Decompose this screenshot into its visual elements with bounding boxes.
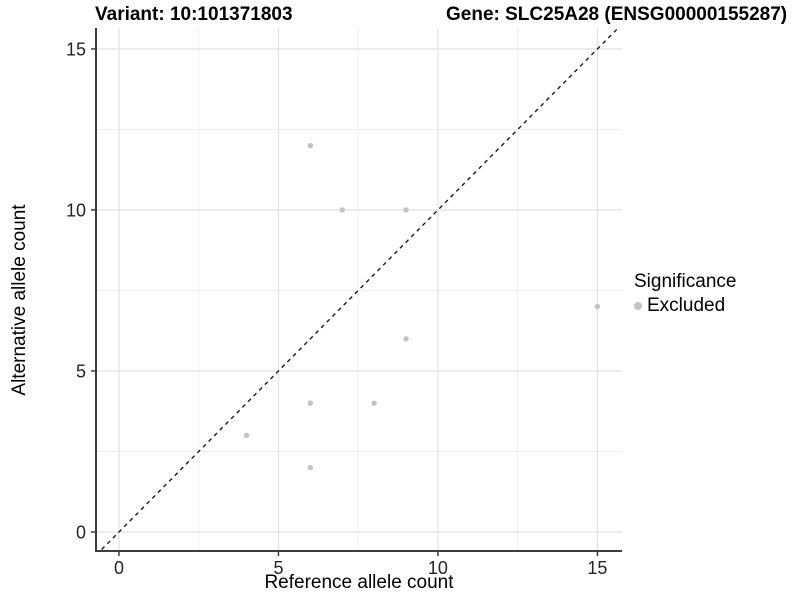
- variant-title: Variant: 10:101371803: [95, 4, 293, 25]
- x-tick-label: 10: [428, 558, 448, 578]
- data-point: [307, 400, 314, 406]
- legend: Significance Excluded: [634, 271, 736, 317]
- gene-title: Gene: SLC25A28 (ENSG00000155287): [446, 4, 788, 25]
- data-point: [243, 432, 250, 439]
- data-point: [594, 303, 601, 310]
- x-axis-title: Reference allele count: [264, 572, 454, 593]
- legend-item-label: Excluded: [647, 295, 726, 316]
- y-axis-title: Alternative allele count: [9, 204, 30, 396]
- identity-dashed-line: [99, 28, 619, 551]
- data-point: [403, 336, 409, 342]
- data-point: [403, 207, 409, 213]
- data-point: [307, 142, 314, 149]
- data-point: [371, 400, 377, 406]
- x-tick-label: 15: [587, 558, 607, 578]
- x-tick-label: 0: [114, 558, 124, 578]
- data-point: [307, 464, 314, 471]
- y-tick-label: 10: [66, 200, 86, 220]
- legend-title: Significance: [634, 271, 737, 292]
- y-tick-label: 15: [66, 39, 86, 59]
- legend-point-icon: [634, 302, 642, 310]
- data-point: [339, 207, 345, 213]
- x-tick-label: 5: [273, 558, 283, 578]
- y-tick-label: 0: [76, 522, 86, 542]
- legend-item-excluded: Excluded: [634, 295, 736, 317]
- y-tick-label: 5: [76, 361, 86, 381]
